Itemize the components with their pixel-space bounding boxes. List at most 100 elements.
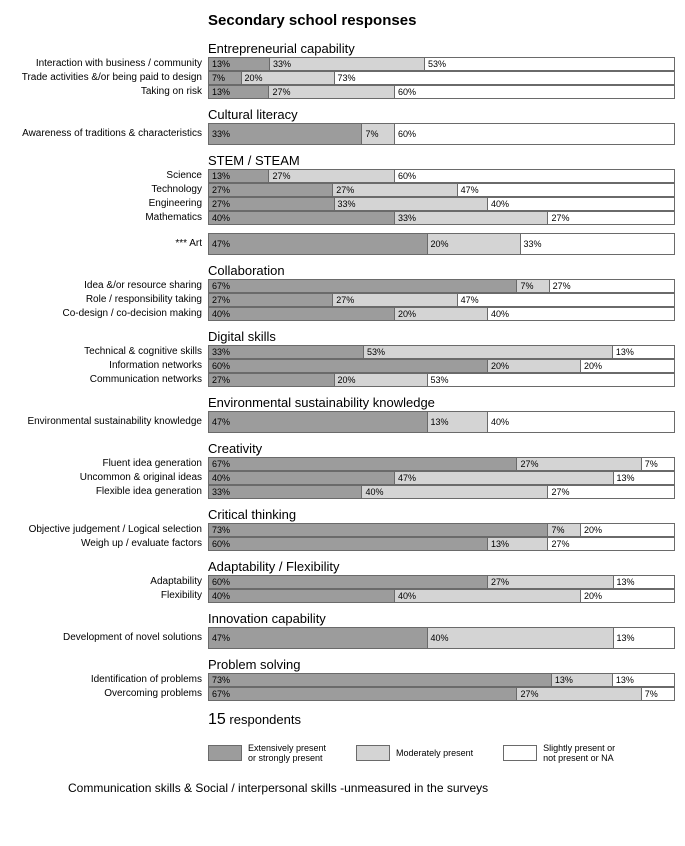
row-label: Engineering xyxy=(8,197,208,211)
bar-track: 73%7%20% xyxy=(208,523,675,537)
bar-segment: 33% xyxy=(521,234,674,254)
bar-track: 40%40%20% xyxy=(208,589,675,603)
bar-track: 27%20%53% xyxy=(208,373,675,387)
bar-segment: 13% xyxy=(209,58,270,70)
bar-segment: 27% xyxy=(209,184,333,196)
bar-row: Science13%27%60% xyxy=(8,169,675,183)
bar-row: Fluent idea generation67%27%7% xyxy=(8,457,675,471)
bar-track: 33%40%27% xyxy=(208,485,675,499)
bar-segment: 7% xyxy=(642,688,674,700)
group-title: Innovation capability xyxy=(208,611,675,626)
bar-segment: 7% xyxy=(642,458,674,470)
row-label: Development of novel solutions xyxy=(8,627,208,649)
row-label: Role / responsibility taking xyxy=(8,293,208,307)
bar-segment: 60% xyxy=(395,86,674,98)
bar-segment: 20% xyxy=(488,360,581,372)
bar-segment: 27% xyxy=(548,538,674,550)
bar-row: Overcoming problems67%27%7% xyxy=(8,687,675,701)
bar-row: Development of novel solutions47%40%13% xyxy=(8,627,675,649)
bar-segment: 40% xyxy=(209,472,395,484)
bar-row: Technical & cognitive skills33%53%13% xyxy=(8,345,675,359)
bar-segment: 67% xyxy=(209,688,517,700)
bar-segment: 53% xyxy=(364,346,613,358)
bar-row: Mathematics40%33%27% xyxy=(8,211,675,225)
row-label: Weigh up / evaluate factors xyxy=(8,537,208,551)
respondent-count: 15 respondents xyxy=(208,711,675,729)
row-label: Mathematics xyxy=(8,211,208,225)
bar-row: Trade activities &/or being paid to desi… xyxy=(8,71,675,85)
bar-segment: 13% xyxy=(614,576,674,588)
row-label: Environmental sustainability knowledge xyxy=(8,411,208,433)
row-label: Technology xyxy=(8,183,208,197)
bar-segment: 27% xyxy=(517,458,641,470)
bar-track: 60%13%27% xyxy=(208,537,675,551)
bar-track: 33%53%13% xyxy=(208,345,675,359)
group-title: Problem solving xyxy=(208,657,675,672)
bar-segment: 20% xyxy=(581,590,674,602)
row-label: Awareness of traditions & characteristic… xyxy=(8,123,208,145)
bar-segment: 13% xyxy=(614,472,674,484)
legend-swatch xyxy=(208,745,242,761)
bar-segment: 40% xyxy=(428,628,614,648)
legend-item: Moderately present xyxy=(356,745,473,761)
bar-segment: 27% xyxy=(269,86,395,98)
bar-segment: 53% xyxy=(425,58,674,70)
bar-row: Weigh up / evaluate factors60%13%27% xyxy=(8,537,675,551)
bar-segment: 20% xyxy=(581,524,674,536)
page-title: Secondary school responses xyxy=(208,12,675,29)
bar-segment: 20% xyxy=(395,308,488,320)
bar-row: Communication networks27%20%53% xyxy=(8,373,675,387)
bar-segment: 27% xyxy=(548,212,674,224)
footnote: Communication skills & Social / interper… xyxy=(68,781,675,795)
bar-segment: 13% xyxy=(613,346,674,358)
bar-track: 47%40%13% xyxy=(208,627,675,649)
row-label: Taking on risk xyxy=(8,85,208,99)
row-label: Flexibility xyxy=(8,589,208,603)
row-label: Interaction with business / community xyxy=(8,57,208,71)
bar-segment: 7% xyxy=(209,72,242,84)
bar-segment: 7% xyxy=(517,280,549,292)
bar-track: 33%7%60% xyxy=(208,123,675,145)
bar-track: 7%20%73% xyxy=(208,71,675,85)
bar-segment: 47% xyxy=(458,184,674,196)
bar-segment: 20% xyxy=(242,72,335,84)
bar-segment: 7% xyxy=(548,524,581,536)
stacked-bar-chart: Entrepreneurial capabilityInteraction wi… xyxy=(8,41,675,701)
bar-track: 13%33%53% xyxy=(208,57,675,71)
bar-track: 67%27%7% xyxy=(208,457,675,471)
bar-segment: 27% xyxy=(488,576,614,588)
bar-row: Taking on risk13%27%60% xyxy=(8,85,675,99)
bar-row: Role / responsibility taking27%27%47% xyxy=(8,293,675,307)
group-title: Creativity xyxy=(208,441,675,456)
group-title: Entrepreneurial capability xyxy=(208,41,675,56)
legend-label: Slightly present ornot present or NA xyxy=(543,743,615,763)
bar-segment: 40% xyxy=(209,590,395,602)
bar-track: 13%27%60% xyxy=(208,169,675,183)
bar-segment: 33% xyxy=(395,212,548,224)
group-title: Digital skills xyxy=(208,329,675,344)
row-label: Adaptability xyxy=(8,575,208,589)
group-title: Collaboration xyxy=(208,263,675,278)
bar-row: Awareness of traditions & characteristic… xyxy=(8,123,675,145)
bar-segment: 73% xyxy=(209,524,548,536)
bar-segment: 60% xyxy=(395,170,674,182)
bar-track: 40%20%40% xyxy=(208,307,675,321)
bar-segment: 27% xyxy=(333,294,457,306)
bar-row: Flexible idea generation33%40%27% xyxy=(8,485,675,499)
row-label: Science xyxy=(8,169,208,183)
bar-track: 47%13%40% xyxy=(208,411,675,433)
bar-segment: 20% xyxy=(335,374,428,386)
bar-segment: 60% xyxy=(395,124,674,144)
bar-segment: 40% xyxy=(395,590,581,602)
bar-segment: 47% xyxy=(209,412,428,432)
group-title: Adaptability / Flexibility xyxy=(208,559,675,574)
bar-segment: 13% xyxy=(613,674,674,686)
bar-row: Engineering27%33%40% xyxy=(8,197,675,211)
row-label: Co-design / co-decision making xyxy=(8,307,208,321)
row-label: Information networks xyxy=(8,359,208,373)
bar-track: 27%27%47% xyxy=(208,293,675,307)
bar-segment: 47% xyxy=(209,628,428,648)
bar-track: 67%7%27% xyxy=(208,279,675,293)
bar-segment: 27% xyxy=(517,688,641,700)
bar-segment: 67% xyxy=(209,458,517,470)
